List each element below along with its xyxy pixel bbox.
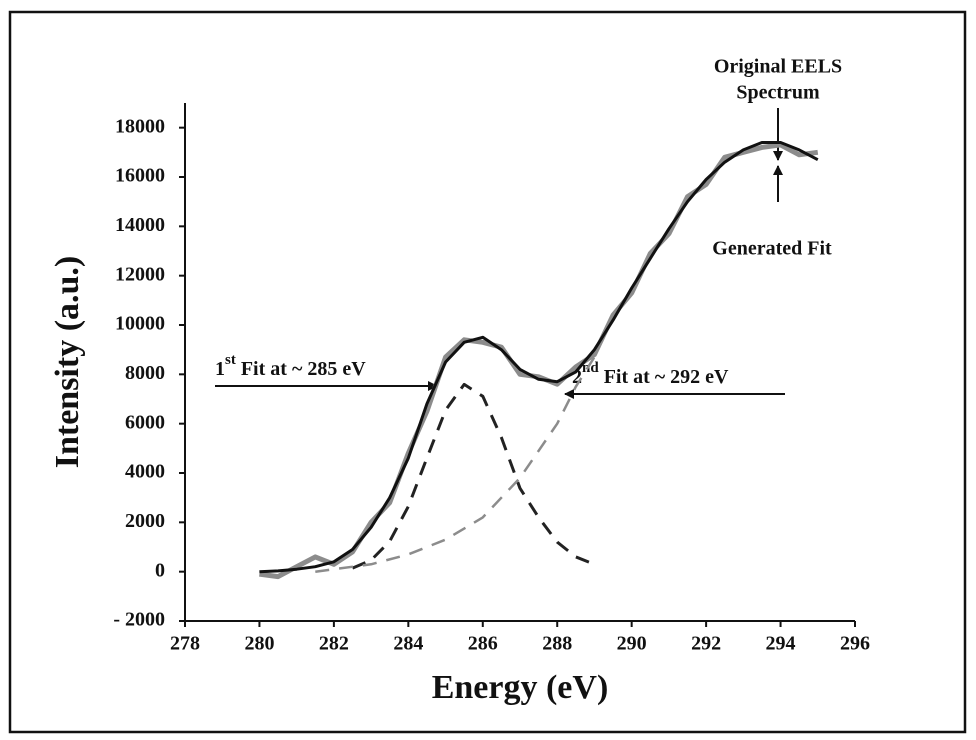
annotation-superscript: nd (582, 360, 599, 376)
annotation-number: 1 (215, 358, 225, 380)
y-axis-title: Intensity (a.u.) (49, 256, 86, 469)
y-tick-label: 8000 (125, 362, 165, 384)
annotation-text: Fit at ~ 292 eV (604, 366, 729, 388)
annotation: Generated Fit (712, 238, 832, 260)
x-tick-label: 296 (840, 633, 870, 655)
y-tick-label: 18000 (115, 115, 165, 137)
y-tick-label: 12000 (115, 263, 165, 285)
annotation: Original EELS (714, 56, 842, 78)
x-tick-label: 290 (617, 633, 647, 655)
annotation: 2nd Fit at ~ 292 eV (572, 360, 729, 387)
y-tick-label: 0 (155, 559, 165, 581)
y-tick-label: - 2000 (113, 609, 165, 631)
x-tick-label: 286 (468, 633, 498, 655)
y-tick-label: 2000 (125, 510, 165, 532)
x-tick-label: 294 (766, 633, 796, 655)
y-tick-label: 6000 (125, 411, 165, 433)
series-line (259, 141, 819, 574)
x-tick-label: 292 (691, 633, 721, 655)
annotation: Spectrum (736, 82, 820, 104)
arrows (215, 108, 785, 399)
annotation-text: Fit at ~ 285 eV (241, 358, 366, 380)
series-line (259, 142, 819, 580)
y-tick-label: 16000 (115, 165, 165, 187)
annotation-superscript: st (225, 352, 236, 368)
frame (8, 10, 967, 734)
y-tick-label: 4000 (125, 461, 165, 483)
y-tick-label: 14000 (115, 214, 165, 236)
series-line (351, 382, 595, 570)
x-tick-label: 278 (170, 633, 200, 655)
x-tick-label: 288 (542, 633, 572, 655)
x-axis-title: Energy (eV) (432, 669, 609, 706)
annotation-number: 2 (572, 366, 582, 388)
series-line (315, 356, 596, 573)
annotation: 1st Fit at ~ 285 eV (215, 352, 366, 379)
y-tick-label: 10000 (115, 313, 165, 335)
x-tick-label: 284 (393, 633, 423, 655)
x-tick-label: 282 (319, 633, 349, 655)
x-tick-label: 280 (244, 633, 274, 655)
